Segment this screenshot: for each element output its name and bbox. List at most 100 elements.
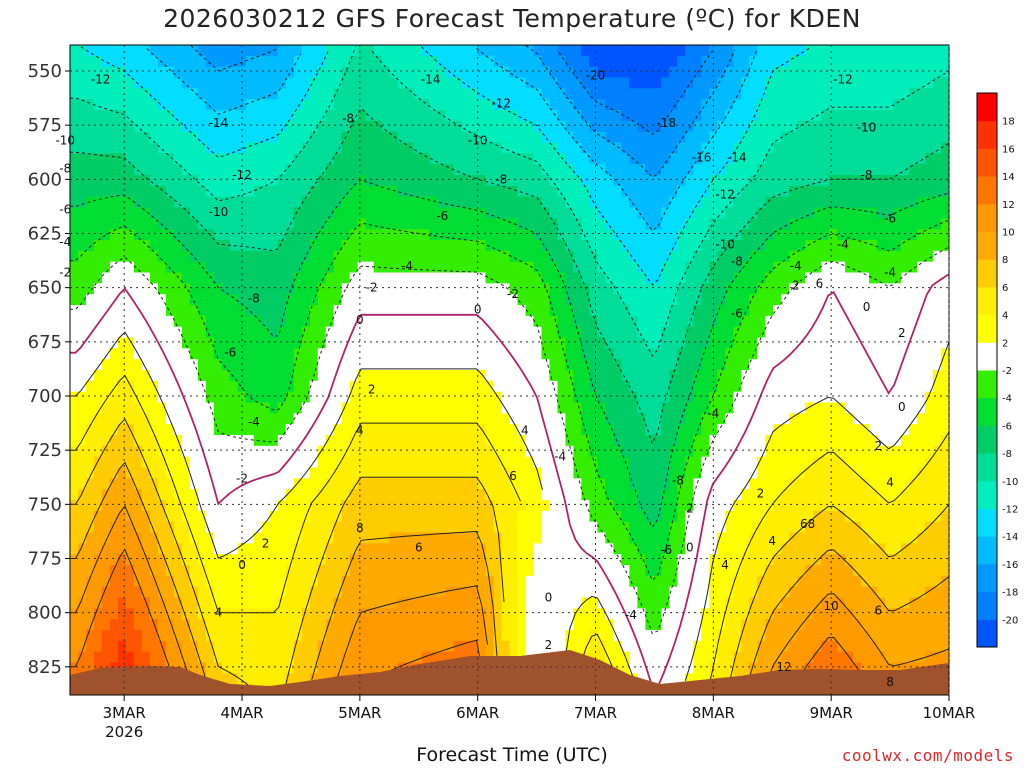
field-cell [589, 142, 598, 154]
field-cell [525, 326, 535, 339]
field-cell [597, 478, 606, 490]
field-cell [485, 608, 495, 620]
field-cell [261, 337, 271, 349]
field-cell [725, 640, 734, 653]
field-cell [165, 575, 175, 588]
field-cell [557, 196, 567, 209]
field-cell [453, 315, 463, 328]
field-cell [541, 120, 551, 133]
field-cell [509, 305, 519, 317]
field-cell [557, 565, 567, 577]
field-cell [549, 45, 559, 57]
field-cell [685, 521, 694, 534]
field-cell [117, 402, 127, 414]
field-cell [293, 489, 303, 501]
field-cell [389, 445, 399, 458]
field-cell [101, 272, 111, 284]
field-cell [341, 630, 351, 642]
field-cell [269, 575, 279, 588]
field-cell [389, 326, 399, 339]
field-cell [445, 391, 455, 404]
field-cell [85, 500, 95, 512]
field-cell [373, 337, 383, 349]
field-cell [101, 370, 111, 382]
field-cell [93, 402, 103, 414]
field-cell [205, 478, 215, 490]
field-cell [629, 55, 638, 68]
field-cell [685, 185, 694, 198]
field-cell [389, 305, 399, 317]
field-cell [437, 435, 447, 447]
field-cell [701, 250, 710, 263]
field-cell [173, 99, 183, 111]
field-cell [221, 66, 231, 79]
field-cell [365, 348, 375, 360]
field-cell [405, 478, 415, 490]
field-cell [325, 229, 335, 241]
field-cell [717, 120, 726, 133]
field-cell [229, 250, 239, 263]
field-cell [70, 630, 79, 642]
field-cell [141, 445, 151, 458]
field-cell [661, 456, 670, 469]
field-cell [381, 651, 391, 664]
field-cell [629, 185, 638, 198]
field-cell [405, 489, 415, 501]
field-cell [565, 99, 575, 111]
field-cell [349, 218, 359, 230]
field-cell [477, 619, 487, 631]
field-cell [493, 315, 503, 328]
field-cell [669, 435, 678, 447]
field-cell [485, 370, 495, 382]
field-cell [477, 575, 487, 588]
field-cell [325, 337, 335, 349]
field-cell [221, 489, 231, 501]
field-cell [429, 45, 439, 57]
field-cell [245, 586, 255, 599]
field-cell [437, 413, 447, 425]
field-cell [389, 294, 399, 306]
field-cell [77, 370, 87, 382]
field-cell [589, 294, 598, 306]
field-cell [645, 467, 654, 479]
field-cell [181, 500, 191, 512]
field-cell [709, 272, 718, 284]
field-cell [389, 554, 399, 566]
field-cell [317, 272, 327, 284]
field-cell [661, 110, 670, 122]
field-cell [245, 380, 255, 393]
field-cell [445, 55, 455, 68]
field-cell [381, 445, 391, 458]
field-cell [165, 250, 175, 263]
field-cell [125, 315, 135, 328]
field-cell [245, 283, 255, 295]
field-cell [285, 413, 295, 425]
field-cell [189, 305, 199, 317]
field-cell [549, 283, 559, 295]
field-cell [133, 489, 143, 501]
field-cell [405, 337, 415, 349]
field-cell [213, 272, 223, 284]
field-cell [189, 55, 199, 68]
field-cell [381, 565, 391, 577]
field-cell [397, 185, 407, 198]
field-cell [357, 640, 367, 653]
field-cell [493, 521, 503, 534]
field-cell [597, 240, 606, 252]
field-cell [421, 305, 431, 317]
field-cell [237, 294, 247, 306]
field-cell [589, 359, 598, 371]
field-cell [309, 651, 319, 664]
field-cell [629, 554, 638, 566]
field-cell [365, 500, 375, 512]
field-cell [525, 500, 535, 512]
field-cell [141, 651, 151, 664]
field-cell [133, 196, 143, 209]
field-cell [685, 175, 694, 187]
field-cell [501, 175, 511, 187]
field-cell [173, 250, 183, 263]
field-cell [597, 110, 606, 122]
field-cell [581, 207, 591, 219]
field-cell [541, 554, 551, 566]
field-cell [525, 261, 535, 274]
